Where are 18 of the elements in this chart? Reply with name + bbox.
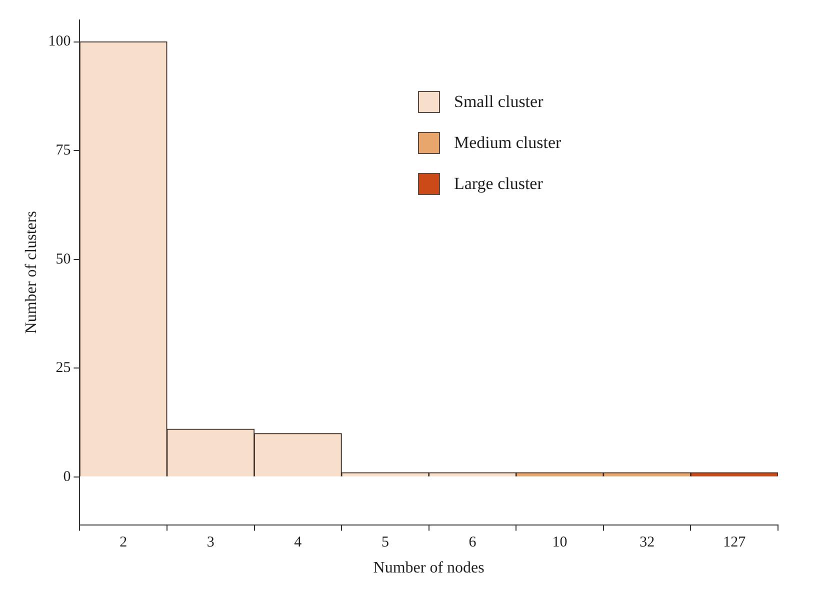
y-axis-title: Number of clusters	[22, 211, 40, 334]
x-tick-label: 10	[552, 534, 568, 551]
x-tick-label: 6	[468, 534, 477, 551]
x-axis-title: Number of nodes	[373, 560, 484, 577]
x-tick-label: 32	[640, 534, 655, 551]
y-tick-label: 75	[56, 142, 71, 158]
y-tick-label: 0	[63, 468, 71, 485]
x-tick-label: 127	[723, 534, 746, 551]
x-tick-label: 4	[294, 534, 302, 551]
y-tick-label: 50	[56, 251, 71, 268]
x-tick-label: 2	[120, 534, 128, 551]
y-tick-label: 25	[56, 360, 71, 376]
legend-label: Medium cluster	[454, 132, 562, 152]
legend-label: Large cluster	[454, 174, 543, 194]
y-tick-label: 100	[48, 34, 71, 50]
legend-label: Small cluster	[454, 92, 544, 112]
x-tick-label: 5	[381, 534, 389, 551]
x-tick-label: 3	[206, 534, 214, 551]
